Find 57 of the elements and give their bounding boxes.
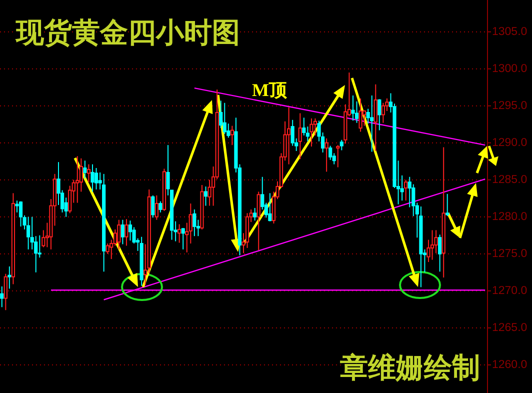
candlestick	[128, 220, 132, 242]
candlestick	[310, 118, 314, 148]
candlestick	[253, 207, 257, 222]
candlestick	[86, 164, 91, 183]
candlestick	[287, 106, 291, 165]
candlestick	[154, 194, 158, 220]
candlestick	[430, 230, 434, 260]
candlestick	[204, 186, 208, 206]
candlestick	[120, 219, 124, 245]
candlestick	[324, 138, 328, 172]
candlestick	[328, 145, 332, 160]
candlestick	[378, 98, 382, 131]
candlestick	[8, 266, 12, 290]
candlestick	[18, 200, 23, 227]
candlestick	[192, 208, 196, 237]
candlestick	[370, 94, 374, 152]
candlestick	[438, 234, 442, 272]
candlestick	[124, 218, 128, 246]
candlestick	[268, 192, 272, 222]
candlestick	[362, 110, 366, 126]
y-tick-label: 1265.0	[492, 322, 528, 334]
candlestick	[178, 224, 182, 244]
candlestick	[351, 94, 355, 122]
candlestick	[340, 139, 344, 151]
candlestick	[158, 200, 162, 213]
candlestick	[117, 219, 121, 250]
candlestick	[83, 160, 87, 179]
candlestick	[4, 273, 8, 311]
candlestick	[336, 144, 340, 168]
y-tick-label: 1275.0	[492, 248, 528, 260]
candlestick	[151, 194, 155, 218]
y-tick-label: 1270.0	[492, 284, 528, 297]
candlestick	[230, 125, 234, 146]
y-tick-label: 1285.0	[492, 174, 528, 186]
annotation: 章维姗绘制	[339, 352, 480, 384]
text: 现货黄金四小时图	[15, 18, 240, 49]
candlestick	[26, 216, 30, 250]
annotation: M顶	[252, 80, 288, 100]
candlestick	[222, 102, 226, 134]
candlestick	[374, 84, 378, 152]
candlestick	[256, 191, 260, 251]
candlestick	[358, 98, 362, 132]
candlestick	[381, 102, 385, 124]
candlestick	[181, 227, 185, 250]
candlestick	[94, 168, 98, 190]
y-tick-label: 1260.0	[492, 358, 528, 371]
y-tick-label: 1305.0	[492, 26, 528, 38]
candlestick	[90, 164, 94, 192]
candlestick	[0, 286, 4, 308]
y-tick-label: 1290.0	[492, 136, 528, 149]
candlestick	[404, 179, 408, 202]
y-tick-label: 1300.0	[492, 62, 528, 75]
candlestick	[76, 156, 80, 204]
candlestick	[298, 112, 302, 160]
y-tick-label: 1280.0	[492, 210, 528, 223]
y-tick-label: 1295.0	[492, 100, 528, 112]
candlestick	[446, 193, 450, 217]
